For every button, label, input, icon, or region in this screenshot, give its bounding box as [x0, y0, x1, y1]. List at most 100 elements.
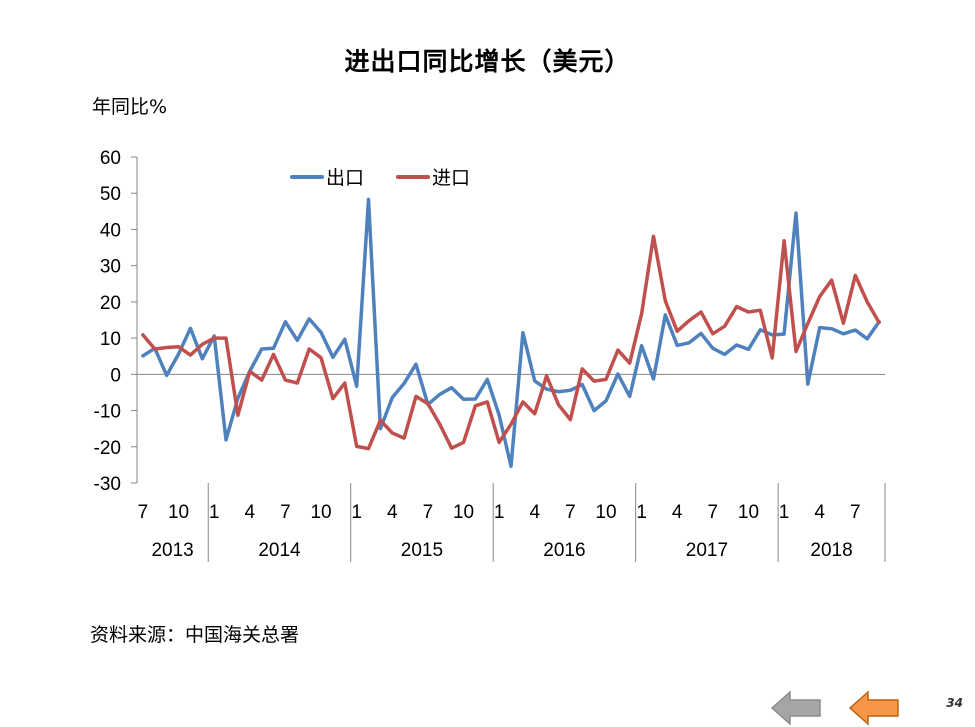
x-year-label: 2017	[686, 540, 728, 561]
next-slide-button[interactable]	[848, 689, 900, 727]
page-number: 34	[946, 696, 963, 710]
data-point	[711, 332, 715, 335]
x-month-label: 7	[708, 502, 719, 523]
data-point	[391, 431, 394, 435]
data-point	[284, 378, 287, 382]
data-point	[687, 319, 691, 322]
data-point	[260, 347, 263, 351]
data-point	[676, 344, 679, 347]
data-point	[450, 447, 453, 450]
data-point	[379, 427, 382, 430]
data-point	[545, 387, 548, 391]
data-point	[307, 347, 311, 351]
data-point	[165, 346, 168, 349]
x-month-label: 10	[453, 502, 474, 523]
source-note: 资料来源：中国海关总署	[90, 624, 300, 646]
data-point	[474, 397, 477, 401]
data-point	[771, 356, 774, 360]
data-point	[664, 299, 667, 303]
x-month-label: 7	[138, 502, 149, 523]
data-point	[842, 332, 845, 335]
x-month-label: 7	[423, 502, 434, 523]
x-year-label: 2014	[258, 540, 301, 561]
data-point	[830, 278, 833, 282]
x-year-label: 2013	[151, 540, 193, 561]
data-point	[557, 390, 560, 393]
data-point	[877, 321, 881, 324]
data-point	[319, 356, 323, 359]
x-month-label: 1	[351, 502, 362, 523]
data-point	[676, 330, 679, 333]
data-point	[782, 332, 786, 336]
series-line-import	[141, 234, 881, 451]
data-point	[640, 312, 643, 316]
data-point	[236, 397, 240, 400]
y-axis-unit-label: 年同比%	[92, 96, 168, 118]
data-point	[165, 374, 168, 377]
data-point	[652, 377, 655, 381]
data-point	[486, 400, 489, 404]
data-point	[402, 436, 406, 440]
data-point	[414, 395, 418, 398]
data-point	[272, 347, 275, 350]
data-point	[438, 393, 441, 396]
data-point	[854, 274, 857, 277]
data-point	[509, 465, 513, 468]
data-point	[355, 385, 358, 388]
data-point	[296, 339, 299, 342]
data-point	[224, 438, 228, 442]
data-point	[592, 409, 596, 412]
previous-slide-button[interactable]	[770, 689, 822, 727]
data-point	[581, 367, 584, 371]
data-point	[723, 353, 726, 356]
data-point	[664, 313, 667, 317]
data-point	[248, 370, 251, 373]
y-tick-label: -10	[94, 402, 121, 423]
data-point	[367, 447, 370, 450]
data-point	[806, 382, 810, 386]
data-point	[189, 353, 192, 357]
data-point	[818, 326, 821, 329]
x-month-label: 7	[850, 502, 861, 523]
x-month-label: 1	[636, 502, 647, 523]
y-tick-label: 60	[100, 148, 121, 169]
x-month-label: 7	[565, 502, 576, 523]
data-point	[569, 389, 572, 392]
data-point	[414, 362, 418, 366]
x-year-label: 2015	[401, 540, 443, 561]
data-point	[331, 397, 335, 400]
data-point	[854, 328, 857, 332]
legend-label: 出口	[326, 167, 364, 189]
data-point	[533, 379, 536, 383]
x-month-label: 4	[814, 502, 825, 523]
data-point	[260, 378, 263, 382]
data-point	[438, 423, 441, 426]
data-point	[450, 386, 453, 389]
chart-title: 进出口同比增长（美元）	[344, 47, 631, 76]
y-tick-label: 0	[110, 365, 121, 386]
x-month-label: 1	[494, 502, 505, 523]
x-year-label: 2018	[810, 540, 852, 561]
data-point	[794, 350, 798, 353]
data-point	[177, 352, 180, 356]
x-month-label: 10	[310, 502, 331, 523]
data-point	[533, 412, 536, 416]
data-point	[640, 344, 643, 347]
data-point	[355, 445, 358, 448]
data-point	[842, 322, 845, 325]
data-point	[426, 402, 430, 405]
data-point	[628, 395, 631, 398]
data-point	[201, 357, 204, 360]
data-point	[497, 441, 501, 444]
legend-label: 进口	[432, 167, 470, 189]
data-point	[545, 374, 548, 377]
data-point	[343, 381, 346, 385]
data-point	[272, 353, 275, 356]
data-point	[581, 383, 584, 386]
data-point	[462, 398, 465, 401]
data-point	[509, 423, 513, 426]
data-point	[153, 347, 157, 351]
data-point	[224, 336, 228, 340]
data-point	[212, 336, 216, 340]
data-point	[628, 361, 631, 365]
